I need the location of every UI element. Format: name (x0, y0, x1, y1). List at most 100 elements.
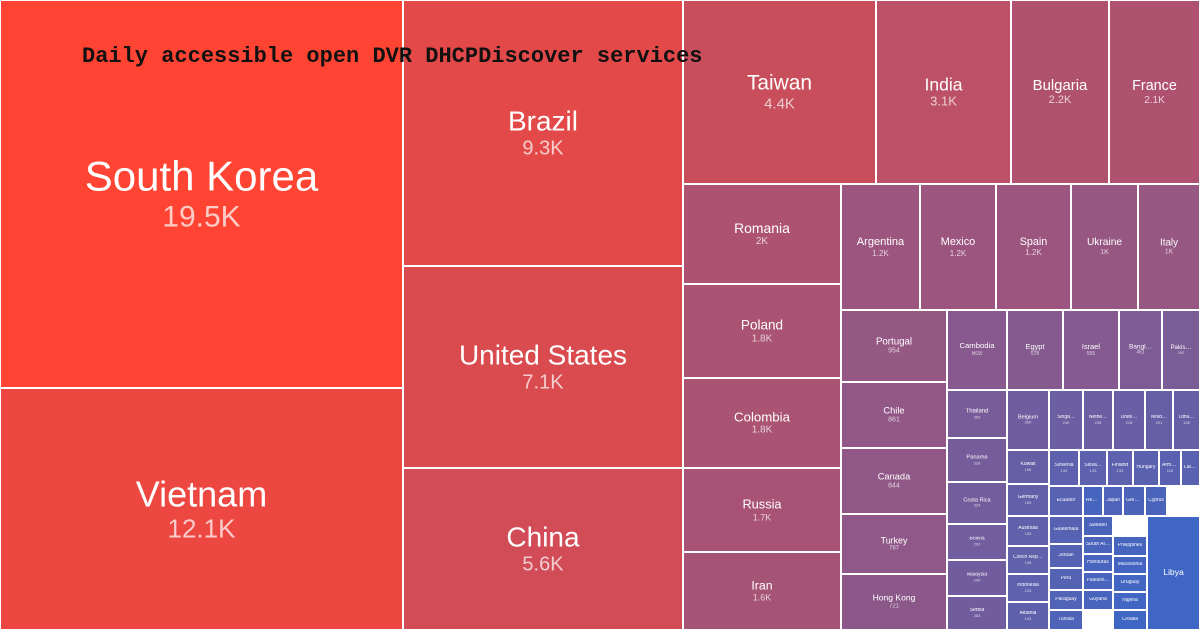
tile-sweden[interactable]: Sweden (1083, 516, 1113, 536)
tile-portugal[interactable]: Portugal 954 (841, 310, 947, 382)
tile-label-group: Argentina 1.2K (842, 236, 919, 258)
tile-pakis[interactable]: Pakis… 392 (1162, 310, 1200, 390)
tile-peru[interactable]: Peru (1049, 568, 1083, 590)
tile-unite[interactable]: Unite… 218 (1113, 390, 1145, 450)
tile-value: 218 (1125, 419, 1133, 425)
tile-greece[interactable]: Greece (1123, 486, 1145, 516)
tile-libya[interactable]: Libya (1147, 516, 1200, 630)
tile-italy[interactable]: Italy 1K (1138, 184, 1200, 310)
tile-romania[interactable]: Romania 2K (683, 184, 841, 284)
tile-argentina[interactable]: Argentina 1.2K (841, 184, 920, 310)
tile-serbia[interactable]: Serbia 283 (947, 596, 1007, 630)
tile-croatia[interactable]: Croatia (1113, 610, 1147, 630)
tile-ecuador[interactable]: Ecuador (1049, 486, 1083, 516)
tile-south-af[interactable]: South Af… (1083, 536, 1113, 554)
tile-macedonia[interactable]: Macedonia (1113, 556, 1147, 574)
tile-iran[interactable]: Iran 1.6K (683, 552, 841, 630)
tile-brazil[interactable]: Brazil 9.3K (403, 0, 683, 266)
tile-bolivia[interactable]: Bolivia 293 (947, 524, 1007, 560)
tile-chile[interactable]: Chile 861 (841, 382, 947, 448)
tile-hong-kong[interactable]: Hong Kong 721 (841, 574, 947, 630)
tile-malaysia[interactable]: Malaysia 290 (947, 560, 1007, 596)
tile-paraguay[interactable]: Paraguay (1049, 590, 1083, 610)
tile-china[interactable]: China 5.6K (403, 468, 683, 630)
tile-india[interactable]: India 3.1K (876, 0, 1011, 184)
tile-ukraine[interactable]: Ukraine 1K (1071, 184, 1138, 310)
tile-colombia[interactable]: Colombia 1.8K (683, 378, 841, 468)
tile-spain[interactable]: Spain 1.2K (996, 184, 1071, 310)
tile-canada[interactable]: Canada 844 (841, 448, 947, 514)
tile-label-group: Palestin… (1084, 578, 1112, 584)
tile-jordan[interactable]: Jordan (1049, 544, 1083, 568)
tile-tunisia[interactable]: Tunisia (1049, 610, 1083, 630)
tile-name: India (924, 74, 963, 95)
tile-costa-rica[interactable]: Costa Rica 324 (947, 482, 1007, 524)
tile-slovenia[interactable]: Slovenia 140 (1049, 450, 1079, 486)
tile-arme[interactable]: Arme… 118 (1159, 450, 1181, 486)
tile-mold[interactable]: Mold… 201 (1145, 390, 1173, 450)
tile-r-union[interactable]: Réunion (1083, 486, 1103, 516)
tile-bangl[interactable]: Bangl… 451 (1119, 310, 1162, 390)
tile-turkey[interactable]: Turkey 787 (841, 514, 947, 574)
tile-vietnam[interactable]: Vietnam 12.1K (0, 388, 403, 630)
tile-russia[interactable]: Russia 1.7K (683, 468, 841, 552)
tile-kuwait[interactable]: Kuwait 196 (1007, 450, 1049, 484)
tile-honduras[interactable]: Honduras (1083, 554, 1113, 572)
tile-lithu[interactable]: Lithu… 196 (1173, 390, 1200, 450)
tile-hungary[interactable]: Hungary (1133, 450, 1159, 486)
tile-name: China (506, 521, 580, 553)
tile-label-group: Philippines (1114, 543, 1146, 549)
tile-panama[interactable]: Panama 328 (947, 438, 1007, 482)
tile-south-korea[interactable]: South Korea 19.5K (0, 0, 403, 388)
tile-philippines[interactable]: Philippines (1113, 536, 1147, 556)
tile-cambodia[interactable]: Cambodia 603 (947, 310, 1007, 390)
tile-label-group: Ukraine 1K (1072, 237, 1137, 257)
tile-indonesia[interactable]: Indonesia 133 (1007, 574, 1049, 602)
tile-name: Turkey (880, 535, 908, 546)
tile-japan[interactable]: Japan (1103, 486, 1123, 516)
tile-label-group: Croatia (1114, 617, 1146, 623)
tile-name: Brazil (507, 105, 578, 137)
tile-slova[interactable]: Slova… 133 (1079, 450, 1107, 486)
tile-name: Palestin… (1086, 578, 1110, 584)
tile-palestin[interactable]: Palestin… (1083, 572, 1113, 590)
tile-value: 5.6K (522, 553, 564, 576)
tile-albania[interactable]: Albania 144 (1007, 602, 1049, 630)
tile-value: 133 (1089, 467, 1097, 473)
tile-value: 1K (1164, 248, 1174, 256)
tile-nethe[interactable]: Nethe… 236 (1083, 390, 1113, 450)
tile-belgium[interactable]: Belgium 280 (1007, 390, 1049, 450)
tile-singa[interactable]: Singa… 240 (1049, 390, 1083, 450)
tile-united-states[interactable]: United States 7.1K (403, 266, 683, 468)
tile-name: South Korea (84, 152, 319, 200)
tile-nigeria[interactable]: Nigeria (1113, 592, 1147, 610)
tile-label-group: Turkey 787 (842, 535, 946, 552)
tile-guyana[interactable]: Guyana (1083, 590, 1113, 610)
tile-australia[interactable]: Australia 159 (1007, 516, 1049, 546)
tile-latvia[interactable]: Latvia (1181, 450, 1200, 486)
tile-israel[interactable]: Israel 555 (1063, 310, 1119, 390)
tile-cyprus[interactable]: Cyprus (1145, 486, 1167, 516)
tile-name: Colombia (734, 409, 790, 425)
tile-poland[interactable]: Poland 1.8K (683, 284, 841, 378)
tile-finland[interactable]: Finland 133 (1107, 450, 1133, 486)
tile-bulgaria[interactable]: Bulgaria 2.2K (1011, 0, 1109, 184)
tile-value: 144 (1024, 615, 1032, 621)
tile-name: Bulgaria (1032, 77, 1088, 95)
tile-value: 363 (973, 414, 981, 420)
tile-uruguay[interactable]: Uruguay (1113, 574, 1147, 592)
tile-czech-rep[interactable]: Czech Rep… 158 (1007, 546, 1049, 574)
tile-name: Philippines (1117, 543, 1143, 549)
tile-guatemala[interactable]: Guatemala (1049, 516, 1083, 544)
tile-germany[interactable]: Germany 169 (1007, 484, 1049, 516)
tile-egypt[interactable]: Egypt 578 (1007, 310, 1063, 390)
tile-france[interactable]: France 2.1K (1109, 0, 1200, 184)
tile-value: 240 (1062, 419, 1070, 425)
tile-thailand[interactable]: Thailand 363 (947, 390, 1007, 438)
tile-value: 861 (888, 416, 900, 424)
tile-taiwan[interactable]: Taiwan 4.4K (683, 0, 876, 184)
tile-mexico[interactable]: Mexico 1.2K (920, 184, 996, 310)
tile-label-group: Pakis… 392 (1163, 344, 1199, 356)
tile-label-group: Cyprus (1146, 498, 1166, 504)
